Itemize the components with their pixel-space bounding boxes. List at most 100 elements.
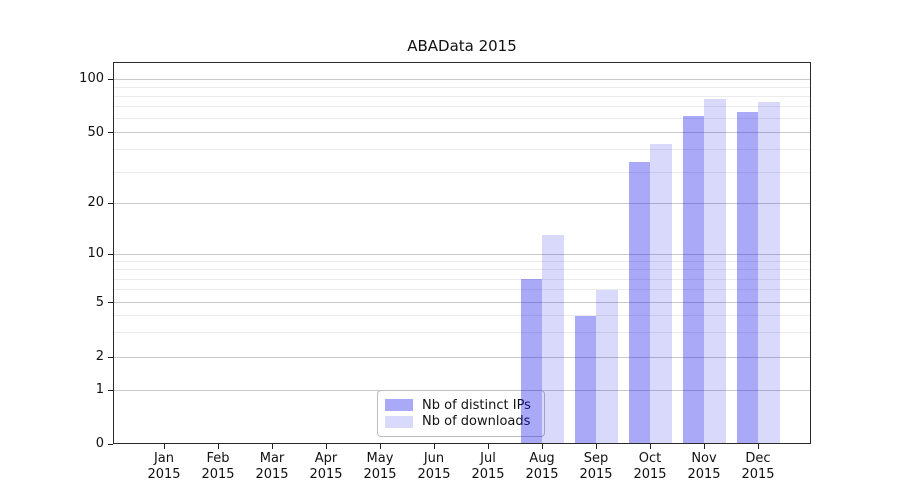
minor-gridline [114, 315, 810, 317]
x-tick-month: Mar [259, 451, 285, 466]
y-tick-mark [108, 356, 113, 358]
x-tick-label: May 2015 [350, 451, 410, 483]
bar-downloads-aug [542, 234, 564, 444]
x-tick-year: 2015 [579, 467, 613, 482]
x-tick-month: Feb [206, 451, 230, 466]
x-tick-label: Sep 2015 [566, 451, 626, 483]
x-tick-mark [704, 444, 705, 449]
x-tick-label: Jul 2015 [458, 451, 518, 483]
x-tick-month: Sep [583, 451, 609, 466]
x-tick-mark [326, 444, 327, 449]
minor-gridline [114, 269, 810, 271]
y-tick-mark [108, 78, 113, 80]
minor-gridline [114, 171, 810, 173]
y-tick-label: 1 [95, 382, 104, 397]
bar-downloads-oct [650, 144, 672, 444]
x-tick-mark [434, 444, 435, 449]
y-tick-label: 100 [79, 71, 104, 86]
major-gridline [114, 202, 810, 204]
minor-gridline [114, 278, 810, 280]
x-tick-label: Dec 2015 [728, 451, 788, 483]
x-tick-year: 2015 [201, 467, 235, 482]
x-tick-month: Nov [691, 451, 717, 466]
x-tick-month: Aug [529, 451, 555, 466]
y-tick-mark [108, 253, 113, 255]
minor-gridline [114, 106, 810, 108]
legend-entry-downloads: Nb of downloads [385, 414, 536, 429]
x-tick-month: Dec [745, 451, 771, 466]
x-tick-mark [164, 444, 165, 449]
x-tick-label: Nov 2015 [674, 451, 734, 483]
x-tick-label: Mar 2015 [242, 451, 302, 483]
x-tick-month: Apr [314, 451, 338, 466]
minor-gridline [114, 118, 810, 120]
bar-downloads-dec [758, 102, 780, 444]
y-tick-mark [108, 302, 113, 304]
y-tick-label: 2 [95, 349, 104, 364]
y-tick-mark [108, 132, 113, 134]
minor-gridline [114, 95, 810, 97]
minor-gridline [114, 289, 810, 291]
bar-distinct-ips-dec [736, 112, 758, 444]
x-tick-year: 2015 [417, 467, 451, 482]
x-tick-month: Jan [153, 451, 175, 466]
x-tick-mark [650, 444, 651, 449]
x-tick-month: Oct [638, 451, 662, 466]
y-tick-mark [108, 389, 113, 391]
minor-gridline [114, 260, 810, 262]
x-tick-mark [218, 444, 219, 449]
x-tick-year: 2015 [741, 467, 775, 482]
legend: Nb of distinct IPs Nb of downloads [377, 390, 545, 437]
x-tick-year: 2015 [363, 467, 397, 482]
bar-downloads-sep [596, 289, 618, 444]
minor-gridline [114, 149, 810, 151]
minor-gridline [114, 86, 810, 88]
x-tick-label: Aug 2015 [512, 451, 572, 483]
x-tick-label: Jun 2015 [404, 451, 464, 483]
x-tick-month: Jun [423, 451, 445, 466]
x-tick-year: 2015 [633, 467, 667, 482]
x-tick-label: Feb 2015 [188, 451, 248, 483]
major-gridline [114, 356, 810, 358]
x-tick-label: Jan 2015 [134, 451, 194, 483]
y-tick-label: 0 [95, 436, 104, 451]
x-tick-year: 2015 [525, 467, 559, 482]
bar-distinct-ips-sep [574, 315, 596, 444]
major-gridline [114, 253, 810, 255]
x-tick-year: 2015 [255, 467, 289, 482]
x-tick-year: 2015 [309, 467, 343, 482]
x-tick-mark [272, 444, 273, 449]
y-tick-label: 10 [87, 246, 104, 261]
bar-downloads-nov [704, 99, 726, 444]
x-tick-mark [758, 444, 759, 449]
y-tick-label: 50 [87, 124, 104, 140]
y-tick-mark [108, 202, 113, 204]
major-gridline [114, 78, 810, 80]
legend-label-downloads: Nb of downloads [422, 414, 531, 430]
legend-entry-distinct-ips: Nb of distinct IPs [385, 398, 536, 413]
legend-label-distinct-ips: Nb of distinct IPs [422, 397, 531, 413]
major-gridline [114, 302, 810, 304]
x-tick-label: Apr 2015 [296, 451, 356, 483]
legend-swatch-distinct-ips [385, 399, 413, 412]
bar-distinct-ips-aug [520, 279, 542, 444]
y-tick-label: 20 [87, 195, 104, 211]
x-tick-year: 2015 [687, 467, 721, 482]
chart-title: ABAData 2015 [407, 37, 517, 55]
legend-swatch-downloads [385, 415, 413, 428]
x-tick-label: Oct 2015 [620, 451, 680, 483]
x-tick-year: 2015 [147, 467, 181, 482]
bar-distinct-ips-oct [628, 162, 650, 444]
x-tick-mark [380, 444, 381, 449]
x-tick-mark [596, 444, 597, 449]
y-tick-mark [108, 443, 113, 445]
bar-distinct-ips-nov [682, 116, 704, 444]
x-tick-year: 2015 [471, 467, 505, 482]
y-tick-label: 5 [95, 294, 104, 310]
